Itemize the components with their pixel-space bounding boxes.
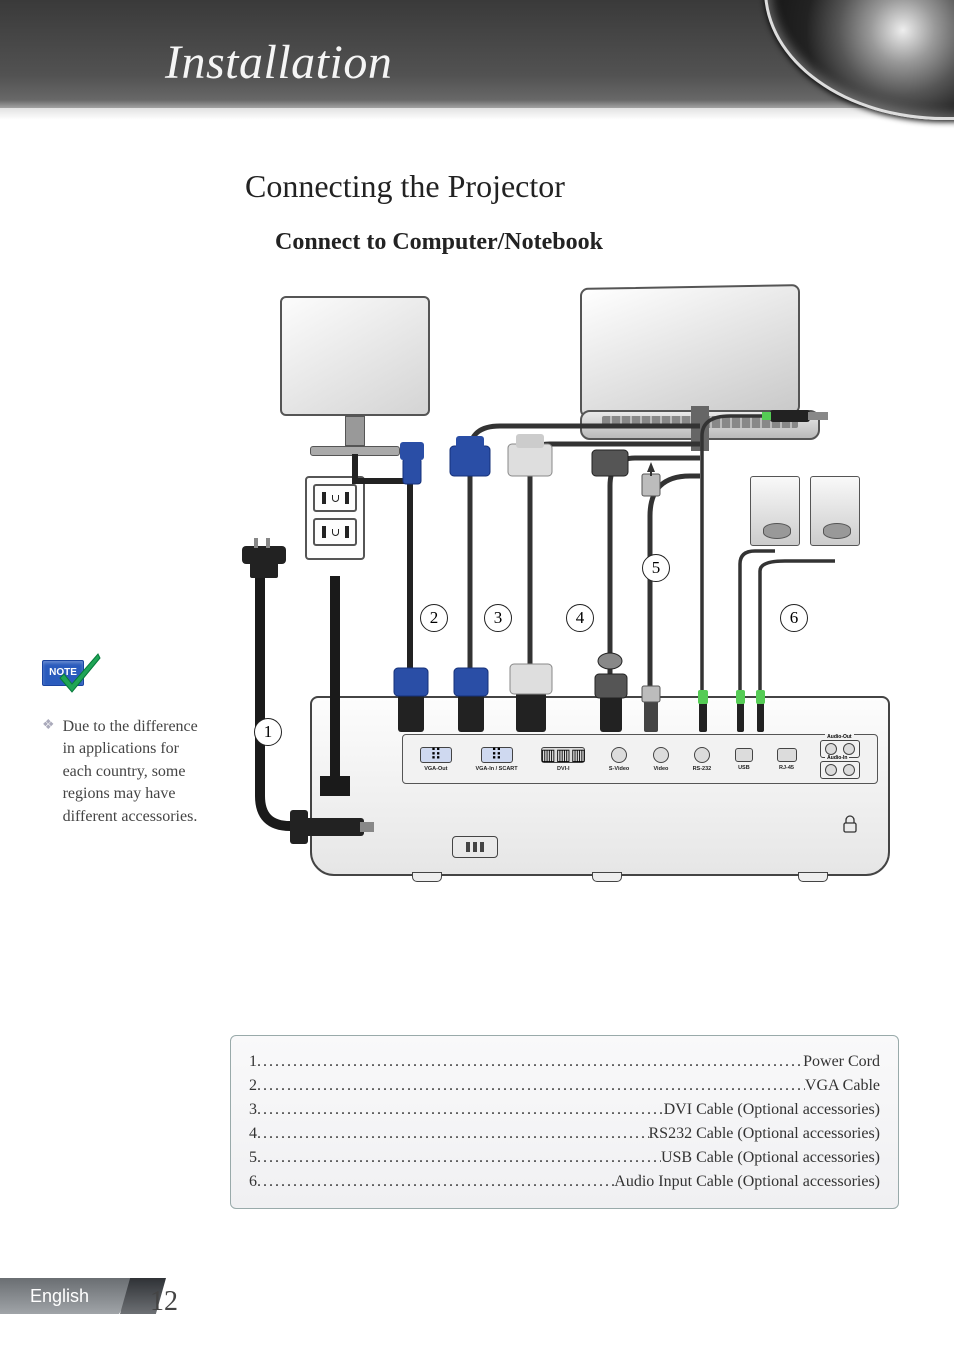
legend-row: 6Audio Input Cable (Optional accessories… bbox=[249, 1170, 880, 1194]
legend-row: 5USB Cable (Optional accessories) bbox=[249, 1146, 880, 1170]
language-label: English bbox=[30, 1286, 89, 1307]
callout-1: 1 bbox=[254, 718, 282, 746]
note-badge: NOTE bbox=[42, 660, 100, 706]
port-rs232: RS-232 bbox=[693, 747, 712, 772]
speaker-right-illustration bbox=[810, 476, 860, 546]
projector-back-illustration: ⠿ VGA-Out ⠿ VGA-In / SCART ▥▥▥ DVI-I S-V… bbox=[310, 696, 890, 876]
projector-foot bbox=[798, 872, 828, 882]
page-title: Connecting the Projector bbox=[245, 168, 954, 205]
connection-diagram: ⠿ VGA-Out ⠿ VGA-In / SCART ▥▥▥ DVI-I S-V… bbox=[230, 286, 930, 906]
page-subtitle: Connect to Computer/Notebook bbox=[275, 229, 954, 256]
port-svideo: S-Video bbox=[609, 747, 629, 772]
callout-6: 6 bbox=[780, 604, 808, 632]
legend-row: 2VGA Cable bbox=[249, 1074, 880, 1098]
page: Installation Connecting the Projector Co… bbox=[0, 0, 954, 1354]
legend-row: 1Power Cord bbox=[249, 1050, 880, 1074]
port-dvi: ▥▥▥ DVI-I bbox=[541, 747, 585, 772]
callout-4: 4 bbox=[566, 604, 594, 632]
footer-language-tab: English bbox=[0, 1278, 140, 1314]
speaker-left-illustration bbox=[750, 476, 800, 546]
section-title: Installation bbox=[165, 35, 392, 90]
port-rj45: RJ-45 bbox=[777, 748, 797, 771]
power-inlet bbox=[452, 836, 498, 858]
callout-5: 5 bbox=[642, 554, 670, 582]
note-text: ❖ Due to the difference in applications … bbox=[42, 716, 212, 828]
monitor-illustration bbox=[280, 296, 430, 456]
legend-box: 1Power Cord 2VGA Cable 3DVI Cable (Optio… bbox=[230, 1035, 899, 1209]
projector-foot bbox=[592, 872, 622, 882]
page-number: 12 bbox=[150, 1286, 178, 1318]
wall-outlet-illustration bbox=[305, 476, 365, 560]
callout-2: 2 bbox=[420, 604, 448, 632]
callout-3: 3 bbox=[484, 604, 512, 632]
port-usb: USB bbox=[735, 748, 753, 771]
bullet-icon: ❖ bbox=[42, 716, 55, 828]
audio-in-group: Audio-In bbox=[820, 761, 860, 779]
port-vga-out: ⠿ VGA-Out bbox=[420, 747, 452, 772]
kensington-lock-icon bbox=[842, 814, 858, 834]
legend-row: 3DVI Cable (Optional accessories) bbox=[249, 1098, 880, 1122]
note-block: NOTE ❖ Due to the difference in applicat… bbox=[42, 660, 212, 828]
port-strip: ⠿ VGA-Out ⠿ VGA-In / SCART ▥▥▥ DVI-I S-V… bbox=[402, 734, 878, 784]
port-vga-in: ⠿ VGA-In / SCART bbox=[475, 747, 517, 772]
checkmark-icon bbox=[54, 652, 104, 702]
laptop-illustration bbox=[580, 286, 810, 440]
projector-foot bbox=[412, 872, 442, 882]
port-video: Video bbox=[653, 747, 669, 772]
legend-row: 4RS232 Cable (Optional accessories) bbox=[249, 1122, 880, 1146]
